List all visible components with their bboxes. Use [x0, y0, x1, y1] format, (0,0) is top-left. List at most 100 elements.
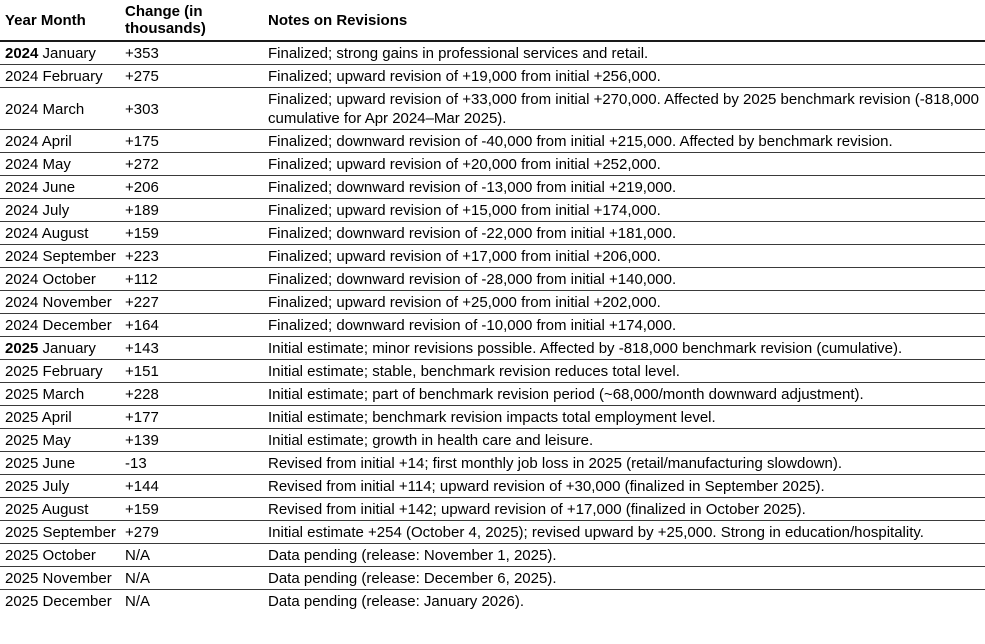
table-row: 2024 September +223 Finalized; upward revi… [0, 244, 985, 268]
year-month-cell: 2025 August [0, 497, 120, 521]
table-row: 2025 September +279 Initial estimate +254 … [0, 520, 985, 544]
year-month-cell: 2024 March [0, 87, 120, 130]
year-label: 2025 [5, 386, 39, 403]
year-month-cell: 2025 December [0, 590, 120, 613]
change-cell: +143 [120, 336, 263, 360]
year-month-cell: 2025 November [0, 566, 120, 590]
month-label: April [41, 133, 72, 150]
year-month-cell: 2024 January [0, 41, 120, 65]
change-cell: +206 [120, 175, 263, 199]
table-row: 2024 December +164 Finalized; downward rev… [0, 313, 985, 337]
change-cell: +353 [120, 41, 263, 65]
table-row: 2025 June -13 Revised from initial +14; fi… [0, 451, 985, 475]
change-cell: +175 [120, 129, 263, 153]
note-cell: Finalized; upward revision of +33,000 fr… [263, 87, 985, 130]
year-month-cell: 2024 August [0, 221, 120, 245]
year-label: 2024 [5, 100, 39, 118]
note-cell: Revised from initial +142; upward revisi… [263, 497, 985, 521]
note-cell: Initial estimate; growth in health care … [263, 428, 985, 452]
year-label: 2025 [5, 432, 39, 449]
year-label: 2024 [5, 225, 39, 242]
change-cell: +228 [120, 382, 263, 406]
table-body: 2024 January +353 Finalized; strong gains … [0, 41, 985, 612]
month-label: November [42, 570, 112, 587]
year-label: 2024 [5, 294, 39, 311]
year-month-cell: 2025 October [0, 543, 120, 567]
year-label: 2025 [5, 570, 39, 587]
month-label: December [42, 593, 112, 610]
table-row: 2025 March +228 Initial estimate; part of … [0, 382, 985, 406]
year-month-cell: 2025 July [0, 474, 120, 498]
change-cell: N/A [120, 566, 263, 590]
year-label: 2024 [5, 68, 39, 85]
month-label: March [42, 386, 85, 403]
note-cell: Finalized; downward revision of -40,000 … [263, 129, 985, 153]
table-row: 2025 April +177 Initial estimate; benchmar… [0, 405, 985, 429]
change-cell: N/A [125, 593, 151, 610]
note-cell: Revised from initial +114; upward revisi… [263, 474, 985, 498]
year-label: 2024 [5, 271, 39, 288]
table-header: Year Month Change (in thousands) Notes o… [0, 0, 985, 42]
change-cell: +139 [120, 428, 263, 452]
note-cell: Initial estimate +254 (October 4, 2025);… [263, 520, 985, 544]
note-cell: Finalized; upward revision of +20,000 fr… [263, 152, 985, 176]
note-cell: Data pending (release: November 1, 2025)… [263, 543, 985, 567]
note-cell: Data pending (release: January 2026). [268, 593, 524, 610]
change-cell: +177 [120, 405, 263, 429]
table-row: 2024 November +227 Finalized; upward revis… [0, 290, 985, 314]
change-cell: +223 [120, 244, 263, 268]
month-label: July [42, 202, 70, 219]
month-label: February [42, 363, 103, 380]
year-month-cell: 2024 July [0, 198, 120, 222]
change-cell: N/A [120, 543, 263, 567]
year-label: 2024 [5, 202, 39, 219]
note-cell: Finalized; downward revision of -22,000 … [263, 221, 985, 245]
month-label: May [42, 432, 71, 449]
year-month-cell: 2024 February [0, 64, 120, 88]
table-row: 2024 April +175 Finalized; downward revisi… [0, 129, 985, 153]
note-cell: Revised from initial +14; first monthly … [263, 451, 985, 475]
month-label: June [42, 179, 76, 196]
year-month-cell: 2025 March [0, 382, 120, 406]
change-cell: +227 [120, 290, 263, 314]
month-label: August [41, 225, 89, 242]
change-cell: +275 [120, 64, 263, 88]
year-label: 2024 [5, 133, 39, 150]
note-cell: Finalized; strong gains in professional … [263, 41, 985, 65]
header-row: Year Month Change (in thousands) Notes o… [0, 0, 985, 42]
month-label: October [42, 271, 96, 288]
table-row: 2024 May +272 Finalized; upward revision o… [0, 152, 985, 176]
year-label: 2024 [5, 179, 39, 196]
change-cell: +303 [120, 87, 263, 130]
month-label: June [42, 455, 76, 472]
year-label: 2025 [5, 547, 39, 564]
note-cell: Finalized; upward revision of +19,000 fr… [263, 64, 985, 88]
year-month-cell: 2025 June [0, 451, 120, 475]
note-cell: Finalized; upward revision of +25,000 fr… [263, 290, 985, 314]
year-label: 2025 [5, 340, 39, 357]
change-cell: +144 [120, 474, 263, 498]
month-label: May [42, 156, 71, 173]
year-month-cell: 2024 June [0, 175, 120, 199]
month-label: April [41, 409, 72, 426]
year-month-cell: 2024 September [0, 244, 120, 268]
year-month-cell: 2025 February [0, 359, 120, 383]
note-cell: Initial estimate; stable, benchmark revi… [263, 359, 985, 383]
year-label: 2024 [5, 248, 39, 265]
note-cell: Finalized; downward revision of -28,000 … [263, 267, 985, 291]
year-label: 2025 [5, 593, 39, 610]
table-row: 2025 February +151 Initial estimate; stabl… [0, 359, 985, 383]
table-row: 2024 March +303 Finalized; upward revision… [0, 87, 985, 130]
year-month-cell: 2024 May [0, 152, 120, 176]
year-month-cell: 2025 April [0, 405, 120, 429]
table-row: 2024 June +206 Finalized; downward revisio… [0, 175, 985, 199]
table-row: 2024 January +353 Finalized; strong gains … [0, 41, 985, 65]
table-row: 2024 October +112 Finalized; downward revi… [0, 267, 985, 291]
note-cell: Initial estimate; part of benchmark revi… [263, 382, 985, 406]
month-label: September [42, 248, 116, 265]
column-header-notes: Notes on Revisions [263, 0, 985, 42]
month-label: January [42, 340, 96, 357]
note-cell: Finalized; upward revision of +15,000 fr… [263, 198, 985, 222]
table-row: 2024 August +159 Finalized; downward revis… [0, 221, 985, 245]
year-label: 2025 [5, 524, 39, 541]
